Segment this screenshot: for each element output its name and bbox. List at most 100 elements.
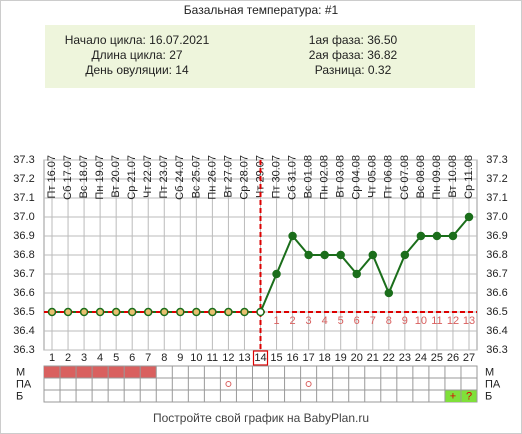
point [288,231,297,241]
x-tick-label: 1 [49,352,55,364]
phase2-day: 4 [322,315,328,327]
phase2-day: 12 [447,315,459,327]
b-label: + [450,390,456,402]
date-label: Сб 24.07 [174,155,186,200]
point [256,307,265,317]
date-label: Пт 06.08 [383,155,395,199]
row-label-right: ПА [485,378,501,390]
date-label: Вт 27.07 [222,155,234,198]
x-tick-label: 2 [65,352,71,364]
pa-mark [305,381,312,387]
b-cell [444,390,461,402]
x-tick-label: 5 [113,352,119,364]
x-tick-label: 12 [222,352,234,364]
menstruation-cell [124,366,141,378]
y-tick-label: 37.1 [13,192,34,204]
x-tick-label: 17 [302,352,314,364]
phase2-day: 3 [306,315,312,327]
x-tick-label: 18 [319,352,331,364]
phase2-day: 7 [370,315,376,327]
point [127,307,137,317]
x-tick-label: 13 [238,352,250,364]
y-tick-label-right: 36.4 [486,325,507,337]
y-tick-label: 36.9 [13,230,34,242]
x-tick-label: 27 [463,352,475,364]
date-label: Чт 05.08 [367,155,379,198]
date-label: Вт 20.07 [110,155,122,198]
date-label: Пн 19.07 [94,155,106,200]
date-label: Ср 04.08 [351,155,363,200]
info-box [45,25,475,88]
menstruation-cell [92,366,109,378]
menstruation-cell [76,366,93,378]
date-label: Пн 09.08 [431,155,443,200]
phase2-day: 11 [431,315,442,327]
footer: Постройте свой график на BabyPlan.ru [153,411,369,425]
date-label: Ср 11.08 [463,155,475,199]
point [448,231,458,241]
date-label: Вс 18.07 [78,155,90,198]
y-tick-label: 37.3 [13,154,34,166]
x-tick-label: 4 [97,352,103,364]
date-label: Ср 28.07 [238,155,250,200]
date-label: Чт 22.07 [142,155,154,198]
row-label-right: Б [485,390,492,402]
phase2-day: 1 [273,315,279,327]
x-tick-label: 14 [254,352,266,364]
x-tick-label: 22 [383,352,395,364]
point [47,307,57,317]
x-tick-label: 6 [129,352,135,364]
point [320,250,329,260]
menstruation-cell [60,366,77,378]
x-tick-label: 26 [447,352,459,364]
phase2-day: 13 [463,315,475,327]
pa-mark [225,381,232,387]
point [143,307,153,317]
point [352,269,361,279]
y-tick-label-right: 37.2 [486,173,507,185]
point [384,288,394,298]
point [368,250,378,260]
point [336,250,345,260]
y-tick-label-right: 36.6 [486,287,507,299]
menstruation-cell [43,366,61,378]
row-label: Б [16,390,23,402]
point [63,307,73,317]
y-tick-label: 37.0 [13,211,34,223]
date-label: Пт 23.07 [158,155,170,199]
point [304,250,313,260]
date-label: Вс 25.07 [190,155,202,198]
x-tick-label: 16 [286,352,298,364]
ovulation-box [252,350,269,366]
point [111,307,121,317]
date-label: Пн 02.08 [319,155,331,200]
point [224,307,233,317]
phase2-day: 5 [338,315,344,327]
point [79,307,89,317]
x-tick-label: 24 [415,352,427,364]
point [464,212,474,222]
menstruation-cell [108,366,125,378]
point [240,307,249,317]
point [272,269,281,279]
x-tick-label: 3 [81,352,87,364]
chart-title: Базальная температура: #1 [184,3,339,17]
point [432,231,442,241]
y-tick-label-right: 37.1 [486,192,507,204]
y-tick-label-right: 37.0 [486,211,507,223]
phase2-day: 8 [386,315,392,327]
b-label: ? [466,390,472,402]
y-tick-label-right: 36.8 [486,249,507,261]
info-text: 1ая фаза: 36.50 [309,33,398,47]
point [208,307,217,317]
info-text: День овуляции: 14 [85,63,189,77]
point [400,250,410,260]
y-tick-label-right: 36.5 [486,306,507,318]
y-tick-label: 36.6 [13,287,34,299]
y-tick-label: 36.4 [13,325,34,337]
row-label: М [16,366,25,378]
x-tick-label: 25 [431,352,443,364]
phase2-day: 10 [415,315,427,327]
